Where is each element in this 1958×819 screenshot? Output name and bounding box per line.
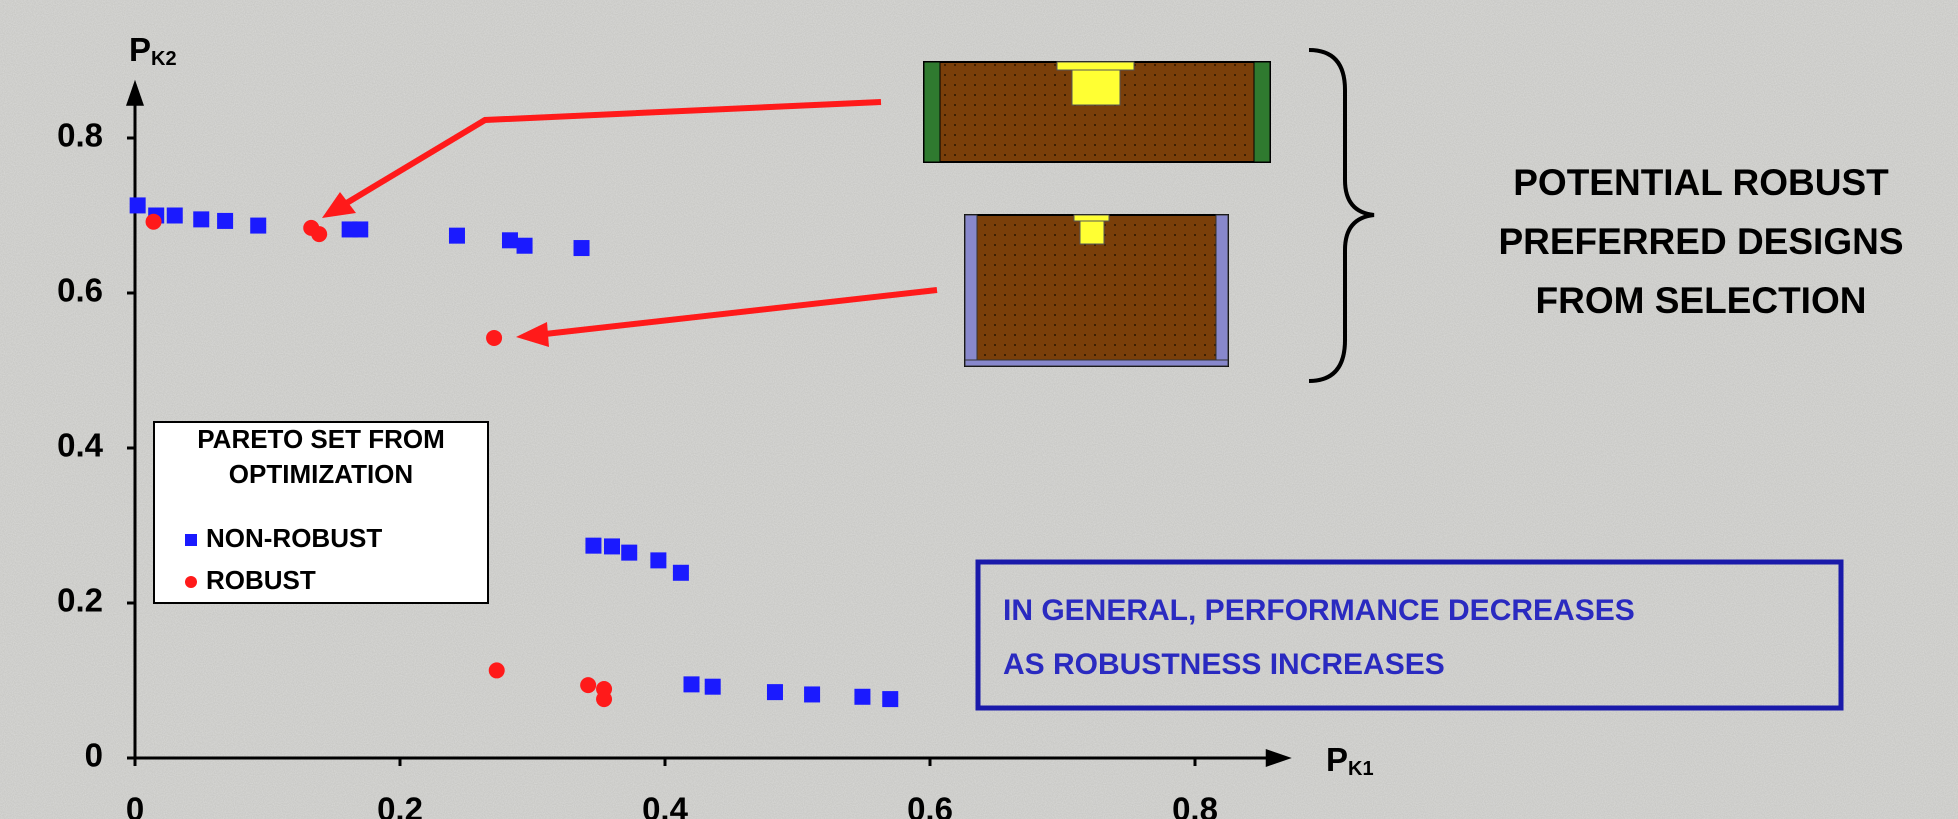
point: [311, 226, 327, 242]
designs-annotation: FROM SELECTION: [1536, 280, 1867, 321]
point: [673, 565, 689, 581]
point: [604, 538, 620, 554]
point: [804, 686, 820, 702]
point: [486, 330, 502, 346]
x-axis-label-main: P: [1326, 741, 1348, 778]
point: [621, 545, 637, 561]
legend-label: ROBUST: [206, 565, 316, 595]
x-tick-label: 0.8: [1172, 791, 1218, 819]
point: [650, 552, 666, 568]
point: [517, 238, 533, 254]
point: [684, 676, 700, 692]
point: [489, 662, 505, 678]
point: [705, 679, 721, 695]
point: [882, 691, 898, 707]
note-annotation: IN GENERAL, PERFORMANCE DECREASES: [1003, 594, 1635, 627]
designs-annotation: PREFERRED DESIGNS: [1498, 221, 1903, 262]
point: [449, 228, 465, 244]
point: [146, 214, 162, 230]
legend-title: OPTIMIZATION: [229, 459, 413, 489]
chart: 00.20.40.60.800.20.40.60.8PK1PK2PARETO S…: [0, 0, 1958, 819]
design-top: [924, 62, 1270, 162]
x-axis-label-sub: K1: [1348, 758, 1374, 780]
y-tick-label: 0.8: [57, 117, 103, 154]
point: [596, 691, 612, 707]
legend-label: NON-ROBUST: [206, 523, 382, 553]
y-tick-label: 0: [85, 737, 103, 774]
x-tick-label: 0.4: [642, 791, 689, 819]
y-tick-label: 0.4: [57, 427, 104, 464]
y-axis-label-main: P: [129, 31, 151, 68]
point: [130, 197, 146, 213]
point: [167, 208, 183, 224]
x-tick-label: 0.2: [377, 791, 423, 819]
point: [854, 689, 870, 705]
note-annotation: AS ROBUSTNESS INCREASES: [1003, 648, 1445, 681]
y-tick-label: 0.6: [57, 272, 103, 309]
point: [585, 538, 601, 554]
legend-marker: [185, 576, 197, 588]
point: [574, 240, 590, 256]
page: 00.20.40.60.800.20.40.60.8PK1PK2PARETO S…: [0, 0, 1958, 819]
x-tick-label: 0: [126, 791, 144, 819]
point: [767, 684, 783, 700]
design-bottom: [965, 215, 1228, 366]
point: [250, 218, 266, 234]
point: [502, 232, 518, 248]
point: [580, 677, 596, 693]
point: [217, 213, 233, 229]
y-axis-label-sub: K2: [151, 48, 177, 70]
legend-marker: [185, 534, 197, 546]
point: [352, 221, 368, 237]
point: [193, 211, 209, 227]
legend-title: PARETO SET FROM: [197, 424, 445, 454]
x-tick-label: 0.6: [907, 791, 953, 819]
designs-annotation: POTENTIAL ROBUST: [1513, 162, 1889, 203]
y-tick-label: 0.2: [57, 582, 103, 619]
